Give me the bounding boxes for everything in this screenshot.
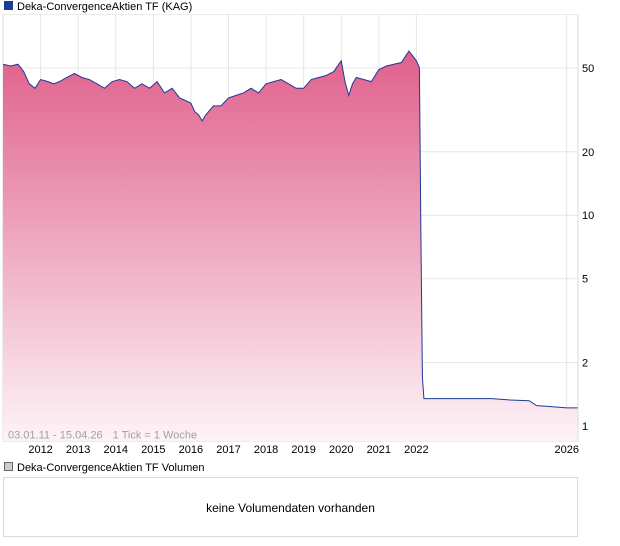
price-line (2, 50, 578, 409)
x-tick-label: 2015 (141, 444, 165, 456)
volume-legend-swatch (4, 462, 13, 471)
x-tick-label: 2026 (554, 444, 578, 456)
y-tick-label: 20 (582, 147, 594, 159)
x-tick-label: 2019 (291, 444, 315, 456)
x-tick-label: 2017 (216, 444, 240, 456)
price-legend-label: Deka-ConvergenceAktien TF (KAG) (17, 1, 193, 13)
x-tick-label: 2012 (28, 444, 52, 456)
date-range-label: 03.01.11 - 15.04.26 1 Tick = 1 Woche (8, 430, 197, 442)
volume-panel: keine Volumendaten vorhanden (3, 477, 578, 537)
x-tick-label: 2020 (329, 444, 353, 456)
price-area (3, 51, 578, 441)
x-tick-label: 2016 (179, 444, 203, 456)
volume-legend: Deka-ConvergenceAktien TF Volumen (4, 461, 205, 475)
price-legend: Deka-ConvergenceAktien TF (KAG) (4, 0, 192, 14)
volume-legend-label: Deka-ConvergenceAktien TF Volumen (17, 462, 205, 474)
y-axis-ticks: 1 2 5 10 20 50 (582, 63, 594, 433)
y-tick-label: 2 (582, 358, 588, 370)
x-tick-label: 2014 (104, 444, 128, 456)
y-tick-label: 50 (582, 63, 594, 75)
x-tick-label: 2018 (254, 444, 278, 456)
y-tick-label: 1 (582, 421, 588, 433)
x-tick-label: 2022 (404, 444, 428, 456)
x-tick-label: 2021 (367, 444, 391, 456)
volume-empty-message: keine Volumendaten vorhanden (206, 501, 375, 515)
y-tick-label: 10 (582, 210, 594, 222)
x-axis-ticks: 2012 2013 2014 2015 2016 2017 2018 2019 2020 2021… (28, 444, 579, 456)
x-tick-label: 2013 (66, 444, 90, 456)
price-legend-swatch (4, 1, 13, 10)
y-tick-label: 5 (582, 274, 588, 286)
